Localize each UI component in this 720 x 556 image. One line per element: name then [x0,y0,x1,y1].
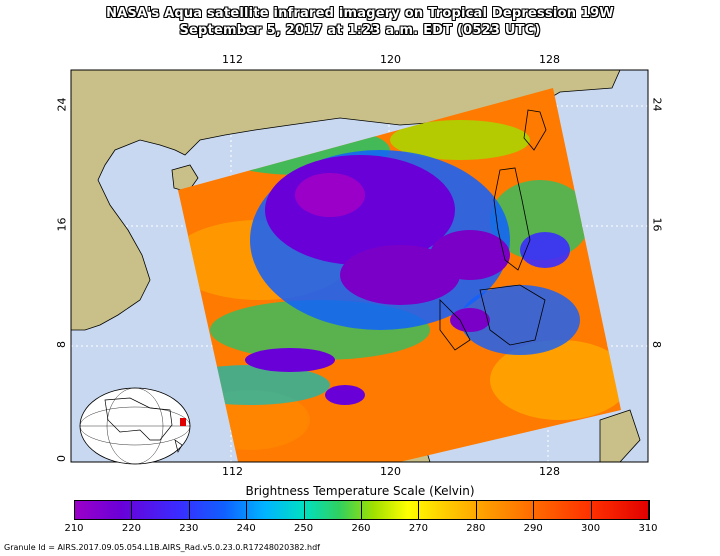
lon-tick-bottom-1: 120 [380,465,401,478]
lat-tick-right-1: 8 [650,341,663,348]
colorbar-label-9: 300 [581,523,601,534]
colorbar-tick [648,500,649,520]
lat-tick-left-1: 8 [55,341,68,348]
coastlines [439,109,547,351]
colorbar-tick [475,500,477,520]
colorbar-label-8: 290 [523,523,543,534]
colorbar-tick [590,500,592,520]
colorbar-tick [188,500,190,520]
granule-id: Granule Id = AIRS.2017.09.05.054.L1B.AIR… [4,543,320,552]
colorbar-label-4: 250 [294,523,314,534]
colorbar-tick [303,500,305,520]
lon-tick-top-0: 112 [222,53,243,66]
colorbar-label-5: 260 [351,523,371,534]
colorbar [74,500,650,520]
lon-tick-top-2: 128 [539,53,560,66]
colorbar-label-1: 220 [121,523,141,534]
lat-tick-left-2: 16 [55,217,69,232]
colorbar-label-3: 240 [236,523,256,534]
lat-tick-right-2: 16 [650,217,664,232]
colorbar-label-7: 280 [466,523,486,534]
lon-tick-top-1: 120 [380,53,401,66]
inset-globe [79,387,191,465]
lon-tick-bottom-0: 112 [222,465,243,478]
colorbar-tick [533,500,535,520]
lat-tick-left-3: 24 [55,97,69,112]
lon-tick-bottom-2: 128 [539,465,560,478]
colorbar-label-6: 270 [408,523,428,534]
colorbar-tick [246,500,248,520]
colorbar-tick [131,500,133,520]
lat-tick-right-3: 24 [650,97,664,112]
colorbar-label-2: 230 [179,523,199,534]
title-line-1: NASA's Aqua satellite infrared imagery o… [106,6,614,21]
colorbar-tick [361,500,362,520]
colorbar-label-10: 310 [638,523,658,534]
scale-title: Brightness Temperature Scale (Kelvin) [245,484,475,498]
lat-tick-left-0: 0 [55,455,68,462]
title-line-2: September 5, 2017 at 1:23 a.m. EDT (0523… [179,23,541,38]
colorbar-tick [74,500,75,520]
colorbar-tick [418,500,420,520]
colorbar-label-0: 210 [64,523,84,534]
